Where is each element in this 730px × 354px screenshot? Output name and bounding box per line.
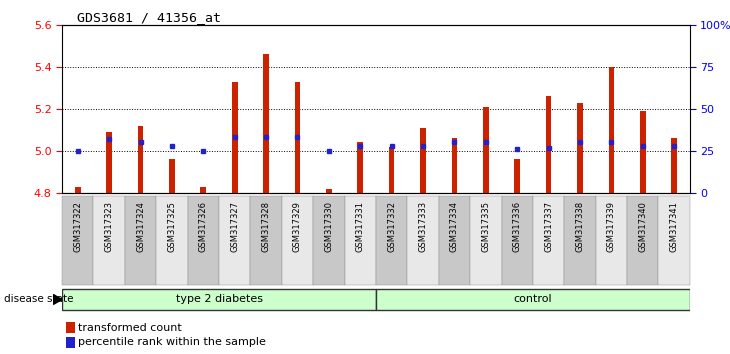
Bar <box>609 67 614 193</box>
Bar <box>420 128 426 193</box>
Text: GSM317327: GSM317327 <box>230 201 239 252</box>
Bar <box>546 96 551 193</box>
Text: GSM317331: GSM317331 <box>356 201 365 252</box>
Bar <box>66 337 75 348</box>
Bar <box>66 322 75 333</box>
Bar <box>264 54 269 193</box>
Bar <box>295 81 300 193</box>
Text: percentile rank within the sample: percentile rank within the sample <box>79 337 266 348</box>
Text: GSM317330: GSM317330 <box>324 201 334 252</box>
Bar <box>232 81 237 193</box>
Bar <box>219 196 250 285</box>
Bar <box>502 196 533 285</box>
Bar <box>564 196 596 285</box>
Text: GDS3681 / 41356_at: GDS3681 / 41356_at <box>77 11 220 24</box>
Text: type 2 diabetes: type 2 diabetes <box>175 295 263 304</box>
Text: GSM317339: GSM317339 <box>607 201 616 252</box>
Bar <box>345 196 376 285</box>
Bar <box>326 189 331 193</box>
Bar <box>452 138 457 193</box>
Bar <box>313 196 345 285</box>
Text: GSM317324: GSM317324 <box>136 201 145 252</box>
Text: GSM317333: GSM317333 <box>418 201 428 252</box>
Bar <box>358 143 363 193</box>
Text: GSM317323: GSM317323 <box>104 201 114 252</box>
Text: GSM317340: GSM317340 <box>638 201 648 252</box>
Bar <box>658 196 690 285</box>
Bar <box>156 196 188 285</box>
Bar <box>483 107 488 193</box>
Bar <box>627 196 658 285</box>
Bar <box>596 196 627 285</box>
Bar <box>188 196 219 285</box>
Bar <box>407 196 439 285</box>
Bar <box>282 196 313 285</box>
Text: GSM317322: GSM317322 <box>73 201 82 252</box>
Bar <box>75 187 80 193</box>
Text: GSM317332: GSM317332 <box>387 201 396 252</box>
Bar <box>62 289 376 310</box>
Text: GSM317325: GSM317325 <box>167 201 177 252</box>
Bar <box>640 111 645 193</box>
Polygon shape <box>53 295 62 304</box>
Bar <box>389 147 394 193</box>
Text: GSM317341: GSM317341 <box>669 201 679 252</box>
Bar <box>250 196 282 285</box>
Bar <box>376 289 690 310</box>
Bar <box>439 196 470 285</box>
Bar <box>125 196 156 285</box>
Bar <box>515 159 520 193</box>
Bar <box>376 196 407 285</box>
Text: GSM317335: GSM317335 <box>481 201 491 252</box>
Bar <box>93 196 125 285</box>
Text: GSM317337: GSM317337 <box>544 201 553 252</box>
Bar <box>533 196 564 285</box>
Bar <box>577 103 583 193</box>
Text: GSM317329: GSM317329 <box>293 201 302 252</box>
Text: control: control <box>514 295 552 304</box>
Text: disease state: disease state <box>4 295 73 304</box>
Bar <box>107 132 112 193</box>
Bar <box>672 138 677 193</box>
Text: GSM317336: GSM317336 <box>512 201 522 252</box>
Bar <box>138 126 143 193</box>
Bar <box>470 196 502 285</box>
Bar <box>62 196 93 285</box>
Text: GSM317328: GSM317328 <box>261 201 271 252</box>
Bar <box>169 159 174 193</box>
Text: GSM317326: GSM317326 <box>199 201 208 252</box>
Text: GSM317334: GSM317334 <box>450 201 459 252</box>
Text: transformed count: transformed count <box>79 322 182 332</box>
Text: GSM317338: GSM317338 <box>575 201 585 252</box>
Bar <box>201 187 206 193</box>
